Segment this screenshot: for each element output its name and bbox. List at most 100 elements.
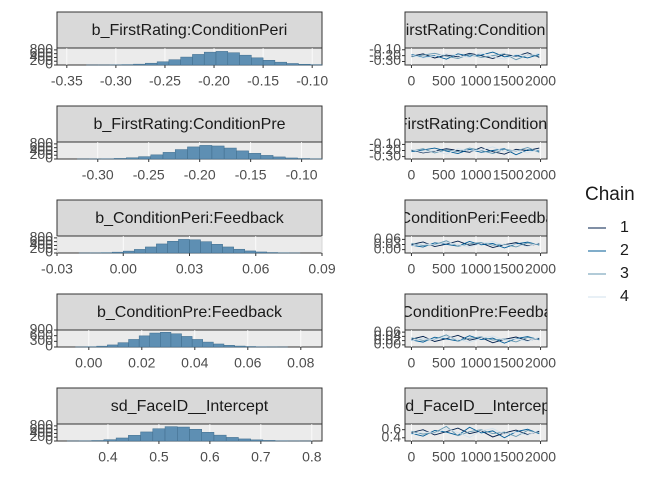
x-tick-label: 0.02 — [128, 355, 155, 371]
histogram-bar — [244, 250, 256, 254]
strip-title: b_FirstRating:ConditionPre — [380, 116, 572, 133]
y-tick-label: 800 — [30, 417, 54, 433]
histogram-bar — [274, 61, 287, 66]
trace-line — [411, 146, 540, 155]
trace-line — [411, 335, 540, 343]
histogram-bar — [115, 437, 129, 442]
strip-title: b_ConditionPre:Feedback — [383, 304, 569, 321]
x-tick-label: -0.30 — [100, 73, 132, 89]
histogram-bar — [211, 244, 223, 254]
histogram-bar — [117, 342, 129, 348]
x-tick-label: -0.25 — [133, 167, 165, 183]
histogram-bar — [138, 335, 150, 348]
x-tick-label: 1000 — [460, 355, 491, 371]
histogram-bar — [103, 439, 117, 442]
y-tick-label: 600 — [30, 420, 54, 436]
y-tick-label: 0 — [45, 244, 53, 260]
x-tick-label: 500 — [432, 73, 456, 89]
y-tick-label: -0.20 — [369, 141, 401, 157]
histogram-bar — [192, 54, 205, 66]
strip — [56, 199, 323, 237]
x-tick-label: 0.08 — [287, 355, 314, 371]
y-tick-label: 800 — [30, 135, 54, 151]
x-tick-label: 0.09 — [308, 261, 335, 277]
histogram-bar — [272, 156, 286, 160]
y-tick-label: 200 — [30, 52, 54, 68]
strip — [404, 11, 548, 49]
y-tick-label: 800 — [30, 229, 54, 245]
x-tick-label: 0.06 — [234, 355, 261, 371]
strip — [56, 11, 323, 49]
histogram-bar — [202, 341, 214, 348]
strip-title: b_ConditionPre:Feedback — [97, 304, 283, 321]
y-tick-label: -0.10 — [369, 135, 401, 151]
histogram-bar — [262, 60, 276, 66]
x-tick-label: -0.30 — [82, 167, 114, 183]
histogram-bar — [213, 434, 227, 442]
y-tick-label: 0 — [45, 150, 53, 166]
x-tick-label: 500 — [432, 355, 456, 371]
x-tick-label: 2000 — [525, 355, 556, 371]
x-tick-label: 1500 — [493, 355, 524, 371]
histogram-bar — [239, 54, 252, 66]
histogram-bar — [236, 150, 249, 160]
histogram-bar — [138, 156, 152, 160]
x-tick-label: 1000 — [460, 167, 491, 183]
histogram-bar — [160, 332, 172, 348]
trace-line — [411, 52, 540, 60]
strip-title: b_ConditionPeri:Feedback — [382, 210, 572, 227]
y-tick-label: -0.20 — [369, 46, 401, 62]
histogram-bar — [164, 426, 178, 442]
histogram-bar — [227, 52, 240, 66]
x-tick-label: 1500 — [493, 449, 524, 465]
histogram-bar — [180, 56, 193, 66]
y-tick-label: 200 — [30, 240, 54, 256]
histogram-bar — [285, 157, 298, 160]
strip-title: b_FirstRating:ConditionPeri — [378, 22, 574, 39]
histogram-bar — [187, 146, 200, 160]
histogram-bar — [133, 63, 146, 66]
x-tick-label: 1000 — [460, 73, 491, 89]
x-tick-label: 2000 — [525, 167, 556, 183]
histogram-bar — [128, 435, 141, 442]
histogram-bar — [96, 345, 108, 348]
histogram-bar — [140, 431, 154, 442]
x-tick-label: 1000 — [460, 449, 491, 465]
histogram-bar — [286, 63, 299, 66]
histogram-bar — [123, 250, 135, 254]
histogram-bar — [298, 63, 311, 66]
trace-line — [411, 240, 540, 249]
y-tick-label: 0.06 — [374, 230, 401, 246]
legend-label: 2 — [620, 242, 629, 259]
y-tick-label: 0.00 — [374, 240, 401, 256]
histogram-bar — [203, 51, 217, 66]
y-tick-label: 0.00 — [374, 336, 401, 352]
y-tick-label: 300 — [30, 332, 54, 348]
y-tick-label: 600 — [30, 138, 54, 154]
histogram-bar — [152, 428, 166, 442]
x-tick-label: 0.03 — [176, 261, 203, 277]
histogram-bar — [126, 157, 139, 160]
strip — [404, 199, 548, 237]
x-tick-label: 0 — [408, 261, 416, 277]
histogram-bar — [189, 239, 201, 254]
x-tick-label: 2000 — [525, 73, 556, 89]
histogram-bar — [223, 147, 237, 160]
histogram-bar — [255, 251, 268, 254]
histogram-bar — [233, 248, 245, 254]
trace-line — [411, 334, 540, 344]
histogram-bar — [199, 145, 213, 160]
histogram-bar — [150, 154, 164, 160]
strip-title: b_FirstRating:ConditionPeri — [92, 22, 288, 39]
histogram-bar — [222, 246, 234, 254]
strip — [404, 105, 548, 143]
x-tick-label: 0.06 — [242, 261, 269, 277]
histogram-bar — [234, 345, 246, 348]
x-tick-label: -0.10 — [286, 167, 318, 183]
x-tick-label: 1000 — [460, 261, 491, 277]
histogram-bar — [215, 51, 229, 66]
x-tick-label: 1500 — [493, 261, 524, 277]
x-tick-label: -0.15 — [247, 73, 279, 89]
histogram-bar — [262, 440, 276, 442]
